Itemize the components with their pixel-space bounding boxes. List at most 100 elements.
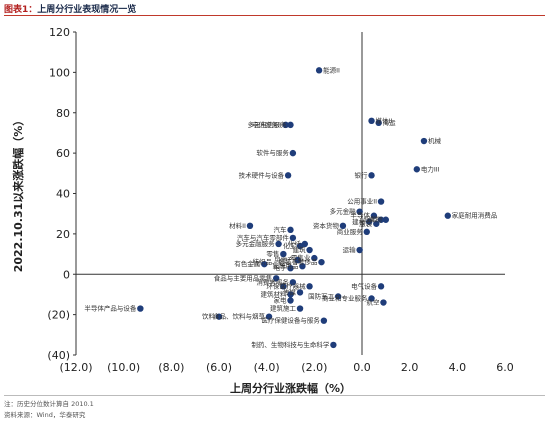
data-point bbox=[280, 283, 287, 290]
x-tick-label: (12.0) bbox=[59, 361, 92, 374]
data-point bbox=[301, 240, 308, 248]
x-tick-label: 0.0 bbox=[353, 361, 371, 374]
data-label: 饮料 bbox=[202, 312, 216, 321]
x-tick-label: 4.0 bbox=[449, 361, 467, 374]
data-point bbox=[265, 313, 273, 320]
data-label: 化工 bbox=[283, 241, 297, 250]
data-point bbox=[287, 121, 294, 129]
data-label: 资本货物 bbox=[313, 221, 340, 230]
data-label: 化纤 bbox=[288, 239, 302, 248]
y-axis-label: 2022.10.31以来涨跌幅（%） bbox=[11, 115, 25, 273]
data-label: 电气设备 bbox=[351, 281, 378, 290]
data-point bbox=[330, 341, 337, 349]
data-label: 食品与主要用品零售 bbox=[214, 273, 273, 282]
data-point bbox=[320, 317, 328, 324]
data-label: 食物 bbox=[369, 215, 383, 224]
data-point bbox=[413, 166, 421, 173]
data-label: 软件与服务 bbox=[256, 148, 289, 157]
data-point bbox=[334, 293, 342, 300]
data-point bbox=[261, 260, 268, 268]
data-label: 电力III bbox=[421, 164, 440, 173]
data-label: 半导体 bbox=[350, 211, 370, 220]
scatter-chart: (40) (20) 0 20 40 60 80 100 120 (12.0) (10.0) (8.0… bbox=[11, 26, 514, 395]
data-label: 服装 bbox=[359, 219, 373, 228]
y-tick-label: (20) bbox=[47, 309, 70, 322]
data-label: 建材 bbox=[352, 217, 366, 226]
data-point bbox=[365, 218, 373, 225]
data-label: 保险 bbox=[364, 215, 378, 224]
data-point bbox=[289, 149, 297, 157]
data-label: 食品、饮料与烟草 bbox=[213, 312, 266, 321]
data-point bbox=[273, 275, 280, 282]
data-point bbox=[299, 262, 306, 270]
data-point bbox=[287, 297, 294, 304]
data-point bbox=[296, 289, 304, 296]
data-point bbox=[287, 291, 294, 298]
data-point bbox=[306, 283, 313, 290]
y-tick-label: 120 bbox=[49, 26, 70, 39]
data-label: 银行 bbox=[355, 170, 369, 179]
data-label: 海运 bbox=[383, 118, 397, 127]
data-label: 电信服务II bbox=[252, 120, 282, 129]
x-tick-label: (8.0) bbox=[158, 361, 184, 374]
data-label: 医疗器械 bbox=[280, 281, 307, 290]
data-label: 商业服务 bbox=[337, 227, 364, 236]
data-label: 运输 bbox=[343, 245, 357, 254]
data-point bbox=[246, 222, 254, 229]
data-point bbox=[284, 172, 292, 179]
data-label: 家庭耐用消费品 bbox=[452, 211, 498, 220]
y-tick-labels: (40) (20) 0 20 40 60 80 100 120 bbox=[47, 26, 76, 362]
data-label: 纺织品、服装与奢侈品 bbox=[252, 257, 317, 266]
data-point bbox=[382, 216, 390, 223]
y-tick-label: 60 bbox=[56, 147, 70, 160]
data-label: 制药、生物科技与生命科学 bbox=[251, 340, 330, 349]
data-label: 机械 bbox=[428, 136, 442, 145]
data-label: 航空 bbox=[366, 298, 380, 307]
y-tick-label: 80 bbox=[56, 107, 70, 120]
data-point bbox=[289, 234, 297, 242]
data-point bbox=[311, 254, 318, 262]
figure-title-text: 上周分行业表现情况一览 bbox=[37, 5, 137, 15]
data-label: 技术硬件与设备 bbox=[239, 170, 285, 179]
data-label: 环保 bbox=[266, 281, 280, 290]
data-point bbox=[280, 250, 287, 258]
data-point bbox=[215, 313, 223, 320]
data-point bbox=[368, 172, 375, 179]
data-point bbox=[380, 299, 387, 306]
data-point bbox=[287, 226, 294, 234]
data-label: 零售 bbox=[266, 249, 279, 258]
data-point bbox=[339, 222, 347, 229]
data-label: 汽车与汽车零部件 bbox=[237, 233, 290, 242]
data-label: 传媒 bbox=[283, 287, 297, 296]
data-point bbox=[137, 305, 144, 312]
data-label: 医疗保健设备与服务 bbox=[261, 316, 320, 325]
data-point bbox=[420, 137, 428, 145]
data-label: 房地产 bbox=[274, 255, 294, 264]
data-label: 家居用品 bbox=[272, 261, 298, 270]
data-label: 建筑施工 bbox=[270, 304, 297, 313]
data-label: 能源II bbox=[323, 65, 340, 74]
y-tick-label: 100 bbox=[49, 66, 70, 79]
data-point bbox=[306, 246, 313, 254]
data-point bbox=[356, 208, 363, 215]
data-label: 建筑 bbox=[293, 245, 307, 254]
x-tick-labels: (12.0) (10.0) (8.0) (6.0) (4.0) (2.0) 0.0 2.0 4.… bbox=[59, 361, 513, 374]
title-rule bbox=[4, 15, 545, 16]
data-point bbox=[356, 246, 363, 254]
data-label: 媒体II bbox=[376, 116, 393, 125]
data-point bbox=[377, 283, 385, 290]
data-point bbox=[296, 305, 304, 312]
x-tick-label: (4.0) bbox=[254, 361, 280, 374]
x-tick-label: (10.0) bbox=[107, 361, 140, 374]
data-label: 家电 bbox=[274, 295, 288, 304]
figure-note: 注：历史分位数计算自 2010.1 bbox=[4, 400, 94, 408]
data-point bbox=[368, 295, 375, 302]
data-label: 半导体产品与设备 bbox=[84, 304, 137, 313]
x-axis-label: 上周分行业涨跌幅（%） bbox=[230, 381, 351, 395]
data-label: 材料II bbox=[229, 221, 246, 230]
y-tick-label: (40) bbox=[47, 349, 70, 362]
data-point bbox=[377, 198, 385, 205]
footer-rule bbox=[4, 395, 545, 396]
x-tick-label: 6.0 bbox=[496, 361, 514, 374]
